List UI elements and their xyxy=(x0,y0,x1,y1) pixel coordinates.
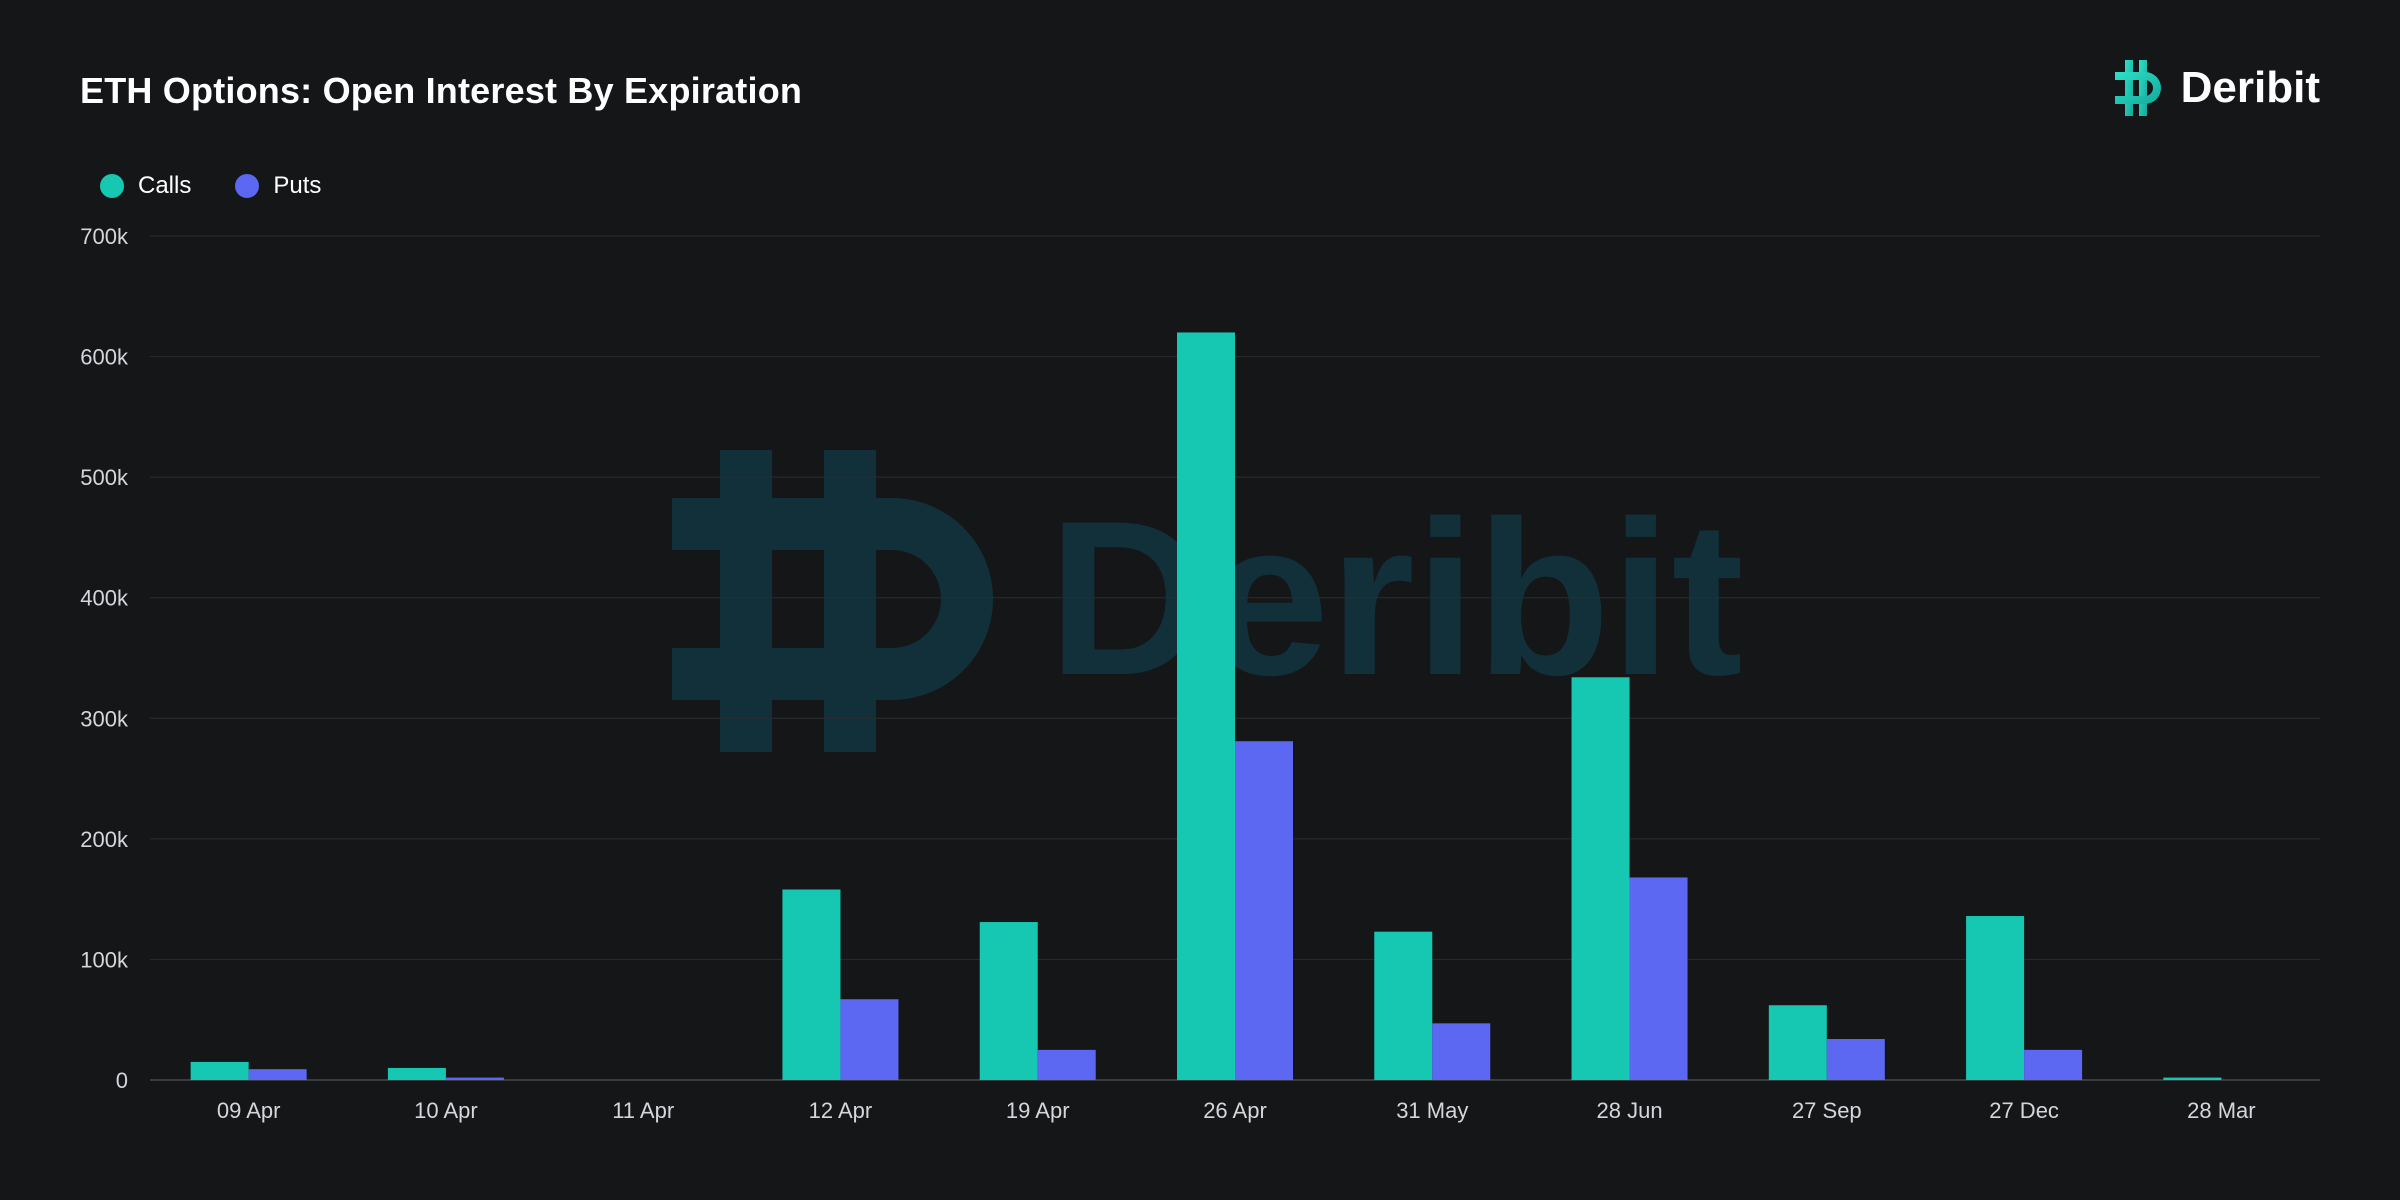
bar-puts xyxy=(1432,1023,1491,1080)
legend-swatch-calls xyxy=(100,174,124,198)
x-tick-label: 10 Apr xyxy=(414,1098,478,1123)
y-tick-label: 700k xyxy=(80,224,129,249)
bar-puts xyxy=(445,1077,504,1080)
x-tick-label: 09 Apr xyxy=(217,1098,281,1123)
y-tick-label: 0 xyxy=(116,1068,128,1093)
x-tick-label: 27 Dec xyxy=(1989,1098,2059,1123)
bar-puts xyxy=(840,999,899,1080)
x-axis-ticks: 09 Apr 10 Apr 11 Apr 12 Apr 19 Apr 26 Apr 31 M… xyxy=(217,1098,2256,1123)
chart-title: ETH Options: Open Interest By Expiration xyxy=(80,70,803,111)
bar-calls xyxy=(387,1067,446,1080)
bar-calls xyxy=(1966,916,2025,1080)
bar-puts xyxy=(1826,1039,1885,1080)
legend-item-puts[interactable]: Puts xyxy=(235,172,321,200)
bar-calls xyxy=(1571,677,1630,1080)
legend-label-puts: Puts xyxy=(273,172,322,199)
legend-swatch-puts xyxy=(235,174,260,198)
bars xyxy=(190,332,2222,1080)
x-tick-label: 27 Sep xyxy=(1792,1098,1862,1123)
legend-item-calls[interactable]: Calls xyxy=(100,172,191,200)
y-tick-label: 600k xyxy=(80,345,129,370)
x-tick-label: 28 Mar xyxy=(2187,1098,2255,1123)
bar-calls xyxy=(1768,1005,1827,1080)
y-tick-label: 400k xyxy=(80,586,129,611)
bar-puts xyxy=(1235,741,1293,1080)
y-tick-label: 100k xyxy=(80,947,129,972)
bar-calls xyxy=(190,1061,249,1080)
y-axis-ticks: 0 100k 200k 300k 400k 500k 600k 700k xyxy=(80,224,129,1093)
x-tick-label: 12 Apr xyxy=(809,1098,873,1123)
bar-calls xyxy=(1177,332,1235,1080)
brand-logo: Deribit xyxy=(2111,58,2320,118)
y-tick-label: 300k xyxy=(80,706,129,731)
brand-name: Deribit xyxy=(2180,63,2320,112)
y-tick-label: 200k xyxy=(80,827,129,852)
bar-puts xyxy=(1629,877,1688,1080)
y-tick-label: 500k xyxy=(80,465,129,490)
legend-label-calls: Calls xyxy=(138,172,192,199)
bar-puts xyxy=(1037,1049,1096,1080)
bar-puts xyxy=(2024,1049,2083,1080)
x-tick-label: 26 Apr xyxy=(1203,1098,1267,1123)
x-tick-label: 19 Apr xyxy=(1006,1098,1070,1123)
bar-calls xyxy=(782,889,841,1080)
bar-puts xyxy=(248,1069,307,1080)
x-tick-label: 31 May xyxy=(1396,1098,1468,1123)
x-tick-label: 28 Jun xyxy=(1597,1098,1663,1123)
chart-legend: Calls Puts xyxy=(100,172,321,200)
x-tick-label: 11 Apr xyxy=(612,1098,674,1123)
deribit-logo-icon xyxy=(2114,60,2161,116)
bar-calls xyxy=(1374,931,1433,1080)
bar-calls xyxy=(2163,1077,2222,1080)
bar-calls xyxy=(979,922,1038,1080)
